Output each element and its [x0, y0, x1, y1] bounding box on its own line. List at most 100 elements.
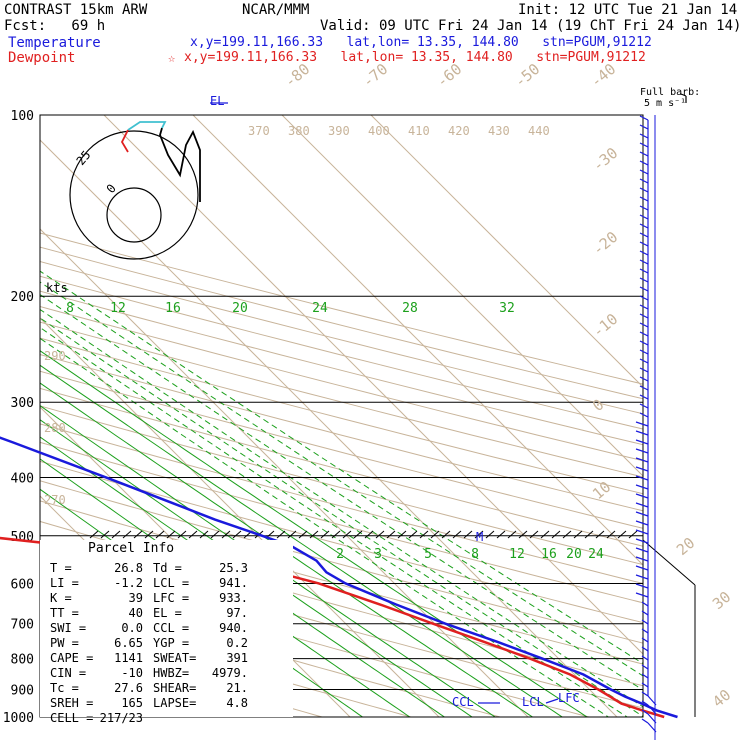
- barb-panel-edge: [642, 539, 696, 586]
- wind-barb: [641, 610, 649, 616]
- mixing-ratio-label: 20: [232, 301, 248, 316]
- temperature-legend-label: Temperature: [8, 35, 101, 51]
- parcel-info-value: 4.8: [226, 696, 248, 710]
- temperature-location-info: x,y=199.11,166.33 lat,lon= 13.35, 144.80…: [190, 35, 652, 50]
- barb-legend-glyph: [680, 93, 687, 97]
- hodograph-trace: [127, 121, 167, 131]
- isotherm-label: -50: [511, 60, 543, 91]
- hodograph-ring: [106, 187, 162, 243]
- wind-barb: [635, 511, 649, 517]
- wind-barb: [639, 169, 649, 175]
- pressure-tick-label: 100: [11, 109, 34, 124]
- parcel-info-key: LAPSE=: [153, 696, 196, 710]
- wind-barb: [647, 722, 657, 733]
- pressure-tick-label: 900: [11, 683, 34, 698]
- level-annotation: M: [476, 530, 483, 544]
- wind-barb: [635, 583, 649, 589]
- mixing-ratio-line: [40, 326, 629, 717]
- wind-barb: [639, 151, 649, 157]
- mixing-ratio-label: 12: [509, 547, 525, 562]
- hatch-mark: [287, 530, 297, 539]
- dry-adiabat-line: [40, 460, 643, 624]
- wind-barb: [639, 205, 649, 211]
- isotherm-label: -60: [433, 60, 465, 91]
- mixing-ratio-line: [40, 382, 534, 717]
- parcel-info-key: T =: [50, 561, 72, 575]
- hatch-mark: [496, 530, 506, 539]
- theta-label: 410: [408, 124, 430, 138]
- parcel-info-key: K =: [50, 591, 72, 605]
- hatch-mark: [89, 530, 99, 539]
- wind-barb: [647, 704, 657, 715]
- theta-label: 390: [328, 124, 350, 138]
- forecast-hour: Fcst: 69 h: [4, 18, 106, 34]
- dry-adiabat-line: [40, 480, 643, 644]
- parcel-info-key: EL =: [153, 606, 182, 620]
- hatch-mark: [617, 530, 627, 539]
- mixing-ratio-line: [40, 293, 643, 691]
- wind-barb: [641, 718, 649, 724]
- theta-label: 420: [448, 124, 470, 138]
- barb-legend-subtitle: 5 m s⁻¹: [644, 98, 686, 109]
- hatch-mark: [441, 530, 451, 539]
- wind-barb: [635, 439, 649, 445]
- wind-barb: [641, 700, 649, 706]
- hatch-mark: [320, 530, 330, 539]
- parcel-info-key: SREH =: [50, 696, 93, 710]
- parcel-info-value: -10: [121, 666, 143, 680]
- hatch-mark: [507, 530, 517, 539]
- wind-barb: [635, 448, 649, 454]
- parcel-info-value: 165: [121, 696, 143, 710]
- hatch-mark: [342, 530, 352, 539]
- wind-barb: [641, 682, 649, 688]
- hatch-mark: [133, 530, 143, 539]
- hodograph-ring-label: 25: [74, 148, 94, 168]
- wind-barb: [639, 124, 649, 130]
- parcel-info-value: 940.: [219, 621, 248, 635]
- wind-barb: [639, 367, 649, 373]
- wind-barb: [639, 304, 649, 310]
- wind-barb: [639, 214, 649, 220]
- pressure-tick-label: 400: [11, 471, 34, 486]
- hatch-mark: [221, 530, 231, 539]
- wind-barb: [647, 695, 657, 706]
- wind-barb: [639, 196, 649, 202]
- wind-barb: [641, 619, 649, 625]
- wind-barb: [635, 520, 649, 526]
- theta-label: 280: [44, 421, 66, 435]
- mixing-ratio-label: 8: [471, 547, 479, 562]
- theta-label: 370: [248, 124, 270, 138]
- isotherm-label: 40: [709, 686, 734, 711]
- wind-barb: [639, 394, 649, 400]
- parcel-info-value: 933.: [219, 591, 248, 605]
- plot-frame: [39, 114, 644, 718]
- parcel-info-key: SWEAT=: [153, 651, 196, 665]
- parcel-info-value: 4979.: [212, 666, 248, 680]
- wind-barb: [635, 565, 649, 571]
- isotherm-line: [370, 115, 643, 388]
- mixing-ratio-label: 8: [66, 301, 74, 316]
- hatch-mark: [529, 530, 539, 539]
- wind-barb: [635, 556, 649, 562]
- hatch-mark: [111, 530, 121, 539]
- wind-barb: [639, 268, 649, 274]
- parcel-info-key: LFC =: [153, 591, 189, 605]
- theta-label: 290: [44, 349, 66, 363]
- level-annotation: CCL: [452, 695, 474, 709]
- wind-barb: [641, 664, 649, 670]
- wind-barb: [639, 142, 649, 148]
- wind-barb: [639, 133, 649, 139]
- parcel-info-key: LCL =: [153, 576, 189, 590]
- hatch-mark: [584, 530, 594, 539]
- pressure-tick-label: 1000: [3, 711, 34, 726]
- mixing-ratio-label: 12: [110, 301, 126, 316]
- dry-adiabat-line: [40, 305, 643, 462]
- level-annotation: LFC: [558, 691, 580, 705]
- wind-barb: [639, 115, 649, 121]
- init-time: Init: 12 UTC Tue 21 Jan 14: [518, 2, 738, 18]
- wind-barb: [639, 178, 649, 184]
- valid-time: Valid: 09 UTC Fri 24 Jan 14 (19 ChT Fri …: [320, 18, 740, 34]
- dry-adiabat-line: [40, 423, 643, 584]
